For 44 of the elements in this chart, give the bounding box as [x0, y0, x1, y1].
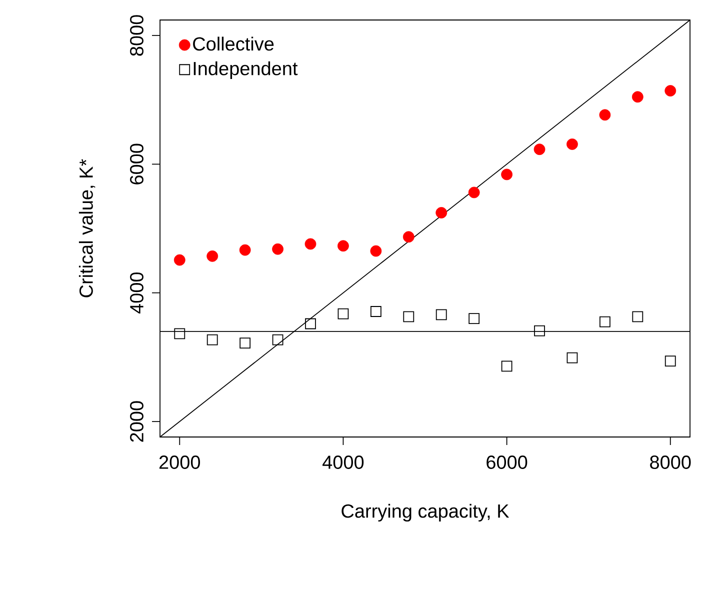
point: [632, 311, 644, 322]
x-tick-label: 4000: [322, 456, 364, 469]
point: [468, 186, 480, 198]
point: [174, 328, 186, 340]
y-tick-label: 4000: [130, 272, 144, 314]
y-tick-label: 6000: [130, 144, 144, 184]
point: [240, 338, 251, 348]
point: [566, 352, 578, 364]
point: [370, 306, 382, 317]
point: [272, 243, 284, 255]
point: [239, 244, 251, 256]
point: [534, 144, 546, 156]
point: [599, 316, 610, 328]
x-axis-title: Carrying capacity, K: [342, 504, 510, 522]
y-tick-label: 2000: [130, 401, 144, 442]
x-tick-label: 6000: [486, 456, 528, 469]
point: [436, 309, 447, 320]
point: [272, 334, 284, 346]
point: [206, 250, 218, 262]
point: [664, 85, 676, 96]
point: [664, 356, 676, 367]
point: [338, 308, 349, 320]
point: [501, 168, 512, 180]
legend-label: Collective: [193, 36, 274, 51]
y-axis-title: Critical value, K*: [78, 159, 96, 298]
point: [403, 311, 414, 322]
point: [534, 325, 545, 336]
point: [632, 91, 644, 103]
point: [338, 240, 349, 252]
point: [174, 254, 186, 266]
legend-label: Independent: [194, 61, 298, 80]
x-tick-label: 8000: [650, 456, 691, 469]
y-tick-label: 8000: [130, 15, 144, 56]
point: [370, 245, 382, 257]
point: [305, 318, 316, 330]
x-tick-label: 2000: [159, 456, 200, 469]
point: [501, 360, 512, 372]
point: [566, 138, 578, 150]
point: [436, 207, 448, 218]
point: [304, 238, 316, 250]
point: [599, 109, 611, 121]
point: [206, 334, 218, 346]
point: [468, 313, 480, 324]
point: [402, 231, 414, 243]
